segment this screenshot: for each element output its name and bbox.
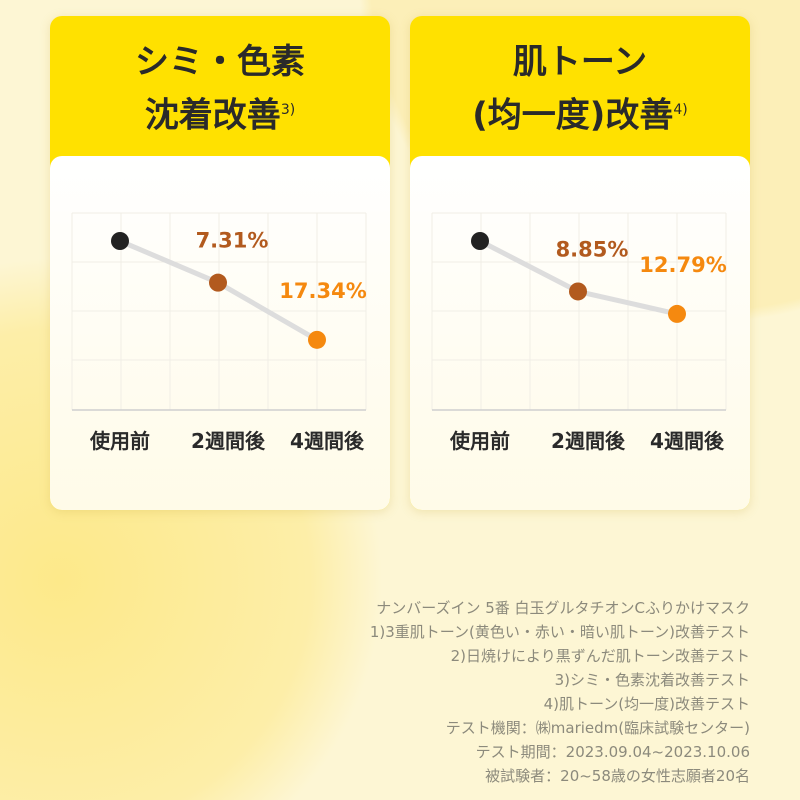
x-tick-label: 2週間後 <box>551 429 626 453</box>
x-tick-label: 使用前 <box>449 429 510 453</box>
data-point <box>471 232 489 250</box>
footnote-ref: 3) <box>280 102 296 118</box>
x-tick-label: 4週間後 <box>650 429 725 453</box>
data-point <box>111 232 129 250</box>
footnote-ref: 4) <box>673 102 688 118</box>
footnote-4: 4)肌トーン(均一度)改善テスト <box>543 695 750 713</box>
line-chart: 使用前 8.85% 2週間後 12.79% 4週間後 <box>431 212 727 453</box>
data-point <box>209 273 227 292</box>
x-tick-label: 2週間後 <box>191 429 266 453</box>
data-point <box>668 304 686 323</box>
card-title: シミ・色素 沈着改善3) <box>50 38 390 139</box>
chart-area <box>50 156 390 510</box>
footnote-1: 1)3重肌トーン(黄色い・赤い・暗い肌トーン)改善テスト <box>369 623 750 641</box>
data-label: 12.79% <box>639 253 726 277</box>
data-point <box>569 282 587 301</box>
card-title-line2: (均一度)改善 <box>472 95 674 136</box>
test-subjects: 被試験者：20~58歳の女性志願者20名 <box>485 767 750 785</box>
card-title-line1: シミ・色素 <box>135 42 305 82</box>
card-title-line1: 肌トーン <box>512 42 648 82</box>
chart-card-skin-tone: 肌トーン (均一度)改善4) 使用前 8.85% 2週間後 12.79% 4週間後 <box>410 16 750 510</box>
line-chart: 使用前 7.31% 2週間後 17.34% 4週間後 <box>71 212 367 453</box>
data-point <box>308 330 326 349</box>
data-label: 17.34% <box>279 279 366 303</box>
chart-card-spots: シミ・色素 沈着改善3) 使用前 7.31% 2週間後 17.34% 4週間後 <box>50 16 390 510</box>
footnote-3: 3)シミ・色素沈着改善テスト <box>554 671 750 689</box>
x-tick-label: 使用前 <box>89 429 150 453</box>
test-period: テスト期間：2023.09.04~2023.10.06 <box>475 743 750 761</box>
data-label: 8.85% <box>556 237 629 261</box>
card-title-line2: 沈着改善 <box>144 95 281 136</box>
chart-area <box>410 156 750 510</box>
card-title: 肌トーン (均一度)改善4) <box>410 38 750 139</box>
x-tick-label: 4週間後 <box>290 429 365 453</box>
test-institution: テスト機関：㈱mariedm(臨床試験センター) <box>445 719 750 737</box>
footnotes: ナンバーズイン 5番 白玉グルタチオンCふりかけマスク 1)3重肌トーン(黄色い… <box>370 596 750 788</box>
footnote-product: ナンバーズイン 5番 白玉グルタチオンCふりかけマスク <box>376 599 750 617</box>
data-label: 7.31% <box>196 229 269 253</box>
footnote-2: 2)日焼けにより黒ずんだ肌トーン改善テスト <box>450 647 750 665</box>
